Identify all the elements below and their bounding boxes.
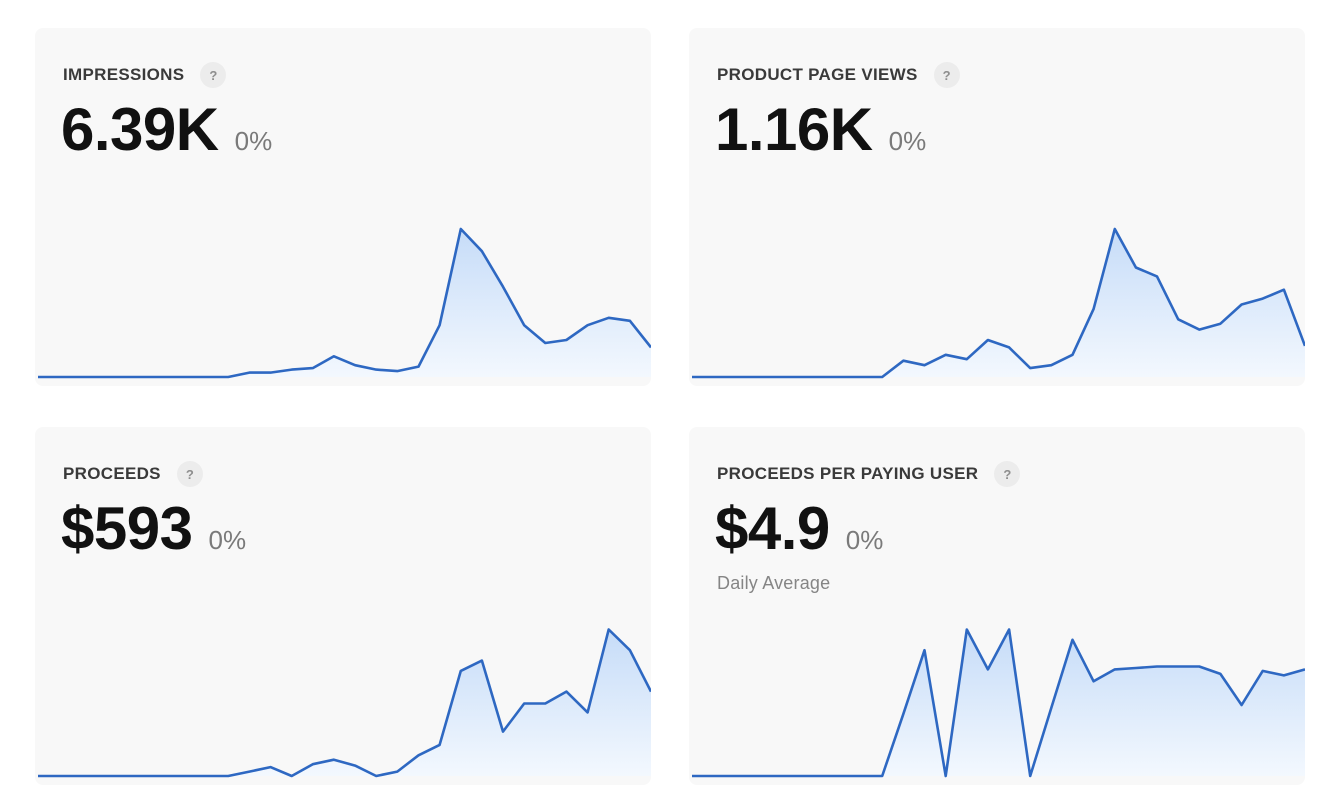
metric-value: 1.16K	[715, 96, 873, 163]
metric-value: 6.39K	[61, 96, 219, 163]
help-icon[interactable]: ?	[200, 62, 227, 88]
chart-line	[38, 227, 651, 379]
card-header: IMPRESSIONS ?	[63, 62, 227, 88]
help-icon[interactable]: ?	[994, 461, 1021, 487]
metric-value: $593	[61, 495, 193, 562]
help-icon[interactable]: ?	[176, 461, 203, 487]
chart-line	[692, 628, 1305, 778]
impressions-card[interactable]: IMPRESSIONS ? 6.39K 0%	[35, 28, 651, 386]
metric-change: 0%	[208, 525, 247, 555]
card-title: PROCEEDS PER PAYING USER	[717, 464, 979, 483]
sparkline-chart[interactable]	[35, 620, 651, 785]
sparkline-chart[interactable]	[35, 221, 651, 386]
chart-line	[38, 628, 651, 778]
metric-row: $593 0%	[61, 499, 246, 559]
chart-area-fill	[38, 629, 651, 776]
card-title: IMPRESSIONS	[63, 65, 185, 84]
proceeds-per-paying-user-card[interactable]: PROCEEDS PER PAYING USER ? $4.9 0% Daily…	[689, 427, 1305, 785]
metric-row: 6.39K 0%	[61, 100, 272, 160]
card-title: PRODUCT PAGE VIEWS	[717, 65, 918, 84]
card-title: PROCEEDS	[63, 464, 161, 483]
proceeds-card[interactable]: PROCEEDS ? $593 0%	[35, 427, 651, 785]
card-header: PROCEEDS PER PAYING USER ?	[717, 461, 1021, 487]
metric-subtitle: Daily Average	[717, 573, 831, 593]
metric-change: 0%	[234, 126, 273, 156]
metric-change: 0%	[888, 126, 927, 156]
metric-value: $4.9	[715, 495, 830, 562]
card-header: PRODUCT PAGE VIEWS ?	[717, 62, 960, 88]
help-icon[interactable]: ?	[933, 62, 960, 88]
chart-line	[692, 227, 1305, 379]
product-page-views-card[interactable]: PRODUCT PAGE VIEWS ? 1.16K 0%	[689, 28, 1305, 386]
chart-area-fill	[692, 629, 1305, 776]
chart-area-fill	[692, 229, 1305, 377]
card-header: PROCEEDS ?	[63, 461, 203, 487]
metric-row: $4.9 0%	[715, 499, 883, 559]
sparkline-chart[interactable]	[689, 221, 1305, 386]
metric-change: 0%	[845, 525, 884, 555]
sparkline-chart[interactable]	[689, 620, 1305, 785]
chart-area-fill	[38, 229, 651, 377]
metric-row: 1.16K 0%	[715, 100, 926, 160]
